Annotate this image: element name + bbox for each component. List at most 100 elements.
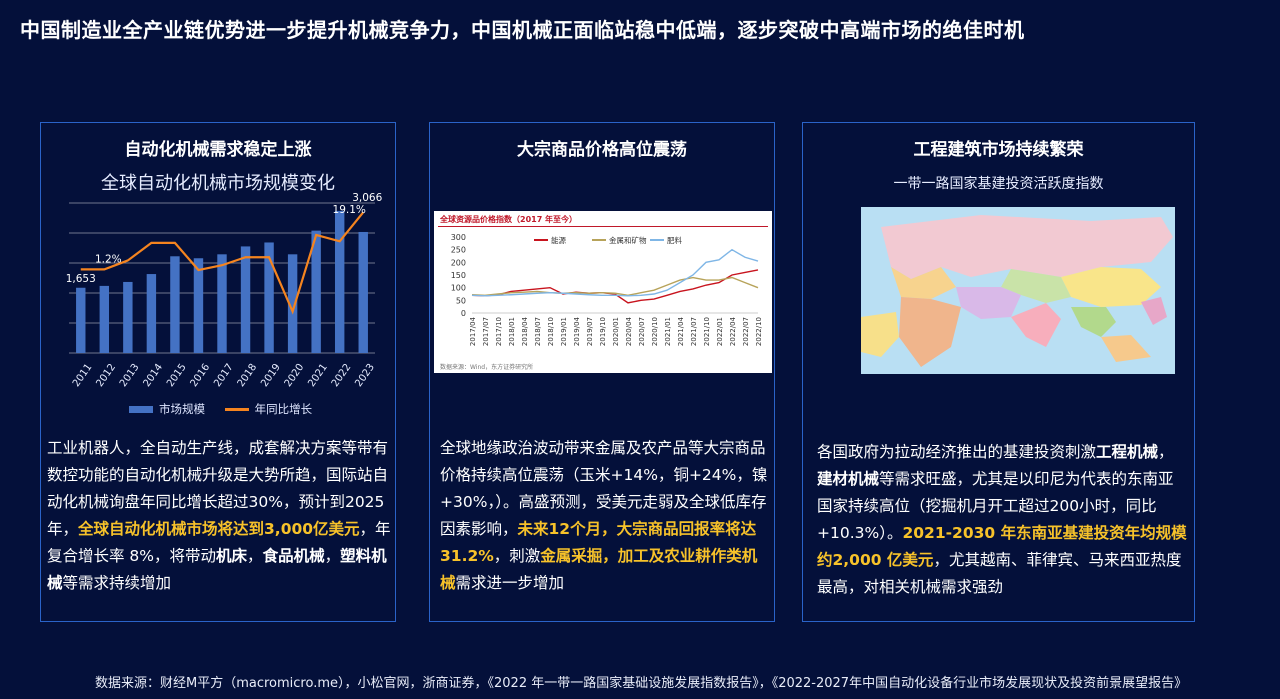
x-tick-label: 2021 [306,362,330,389]
y-tick-label: 150 [451,271,466,280]
x-tick-label: 2022/10 [755,317,763,346]
legend-line-label: 年同比增长 [254,402,313,416]
commodity-price-chart-image: 全球资源品价格指数（2017 年至今） 0 50 100 150 200 250 300 能源… [434,211,772,373]
x-tick-label: 2017 [212,362,236,389]
data-label: 1,653 [66,273,96,285]
construction-panel: 工程建筑市场持续繁荣 一带一路国家基建投资活跃度指数 各国政府为拉动经济推出的基… [802,122,1195,622]
x-tick-label: 2020/01 [612,317,620,346]
y-tick-label: 250 [451,246,466,255]
legend-bar-swatch [129,406,153,413]
x-tick-label: 2022/07 [742,317,750,346]
x-tick-label: 2017/10 [495,317,503,346]
x-tick-label: 2021/07 [690,317,698,346]
y-tick-label: 300 [451,233,466,242]
x-tick-label: 2014 [142,362,166,389]
y-tick-label: 50 [456,296,466,305]
legend-label: 金属和矿物 [609,235,647,245]
x-tick-label: 2018/01 [508,317,516,346]
legend-label: 肥料 [667,235,682,245]
x-tick-label: 2019 [259,362,283,389]
data-label: 1.2% [95,253,122,265]
construction-text-segment: 2021-2030 年东南亚基建投资年均规模约2,000 亿美元 [817,524,1187,569]
bar-2022 [334,210,345,353]
automation-text-segment: ，年复合增长率 8%，将带动 [47,520,391,565]
x-tick-label: 2020/07 [638,317,646,346]
series-line-1 [471,276,759,296]
automation-panel: 自动化机械需求稳定上涨 全球自动化机械市场规模变化 2011 2012 2013 20… [40,122,396,622]
x-tick-label: 2022/01 [716,317,724,346]
y-tick-label: 0 [461,309,466,318]
commodity-body-text: 全球地缘政治波动带来金属及农产品等大宗商品价格持续高位震荡（玉米+14%，铜+2… [440,435,770,597]
x-tick-label: 2020/10 [651,317,659,346]
legend-label: 能源 [551,235,566,245]
data-label: 3,066 [352,192,382,204]
bar-2013 [123,281,133,353]
commodity-text-segment: 未来12个月，大宗商品回报率将达31.2% [440,520,757,565]
x-tick-label: 2019/07 [586,317,594,346]
x-tick-label: 2017/07 [482,317,490,346]
bar-2011 [76,287,86,353]
x-tick-label: 2023 [353,362,377,389]
bar-2017 [217,254,227,353]
x-tick-label: 2018 [236,362,260,389]
commodity-chart-source: 数据来源：Wind，东方证券研究所 [440,364,534,371]
x-tick-label: 2021/04 [677,316,685,346]
data-source-footer: 数据来源：财经M平方（macromicro.me），小松官网，浙商证券，《202… [95,676,1188,691]
construction-text-segment: 工程机械 [1096,443,1159,461]
x-tick-label: 2019/10 [599,317,607,346]
x-tick-label: 2016 [189,362,213,389]
automation-text-segment: 食品机械 [262,547,325,565]
bar-2021 [311,230,321,353]
market-size-chart: 2011 2012 2013 2014 2015 2016 2017 2018 2019 2020… [66,192,383,389]
x-tick-label: 2011 [71,362,95,389]
x-tick-label: 2012 [94,362,118,389]
x-tick-label: 2021/10 [703,317,711,346]
series-line-0 [471,269,759,304]
page-title: 中国制造业全产业链优势进一步提升机械竞争力，中国机械正面临站稳中低端，逐步突破中… [20,18,1025,42]
bar-2014 [146,274,157,353]
x-tick-label: 2020/04 [625,316,633,346]
construction-text-segment: 等需求旺盛，尤其是以印尼为代表的东南亚国家持续高位（挖掘机月开工超过200小时，… [817,470,1174,542]
x-tick-label: 2017/04 [469,316,477,346]
construction-map-title: 一带一路国家基建投资活跃度指数 [893,176,1104,192]
commodity-chart-title: 全球资源品价格指数（2017 年至今） [440,215,578,224]
construction-body-text: 各国政府为拉动经济推出的基建投资刺激工程机械， 建材机械等需求旺盛，尤其是以印尼为… [817,439,1187,601]
commodity-text-segment: 全球地缘政治波动带来金属及农产品等大宗商品价格持续高位震荡（玉米+14%，铜+2… [440,439,768,538]
automation-panel-title: 自动化机械需求稳定上涨 [124,140,312,160]
bar-2012 [99,285,110,353]
bar-2020 [287,254,298,353]
x-tick-label: 2022/04 [729,316,737,346]
x-tick-label: 2021/01 [664,317,672,346]
commodity-text-segment: 需求进一步增加 [455,574,565,592]
commodity-chart-rule [438,226,768,227]
chart-legend: 市场规模 年同比增长 [129,401,312,417]
commodity-text-segment: ，刺激 [493,547,541,565]
legend-bar-label: 市场规模 [159,402,205,416]
bar-2019 [264,242,274,353]
belt-road-map-image [861,207,1175,374]
series-line-2 [471,248,759,297]
bar-2023 [358,231,368,353]
construction-text-segment: 建材机械 [817,470,880,488]
x-tick-label: 2019/01 [560,317,568,346]
commodity-text-segment: 金属采掘，加工及农业耕作类机械 [440,547,758,592]
x-tick-label: 2018/04 [521,316,529,346]
automation-text-segment: 等需求持续增加 [62,574,172,592]
x-tick-label: 2022 [330,362,354,389]
x-tick-label: 2018/10 [547,317,555,346]
automation-chart-title: 全球自动化机械市场规模变化 [101,173,335,194]
x-tick-label: 2018/07 [534,317,542,346]
automation-text-segment: 塑料机械 [47,547,387,592]
data-label: 19.1% [333,204,366,216]
x-tick-label: 2015 [165,362,189,389]
bar-2018 [240,246,251,353]
commodity-price-chart: 0 50 100 150 200 250 300 能源 金属和矿物 肥料 2017/04 2017/0… [451,233,763,346]
x-tick-label: 2019/04 [573,316,581,346]
construction-text-segment: 各国政府为拉动经济推出的基建投资刺激 [817,443,1097,461]
automation-text-segment: 全球自动化机械市场将达到3,000亿美元 [78,520,360,538]
automation-text-segment: 工业机器人，全自动生产线，成套解决方案等带有数控功能的自动化机械升级是大势所趋，… [47,439,389,538]
automation-body-text: 工业机器人，全自动生产线，成套解决方案等带有数控功能的自动化机械升级是大势所趋，… [47,435,391,597]
construction-text-segment: ，尤其越南、菲律宾、马来西亚热度最高，对相关机械需求强劲 [817,551,1182,596]
bar-2016 [193,258,204,353]
construction-text-segment: ， [1158,443,1174,461]
